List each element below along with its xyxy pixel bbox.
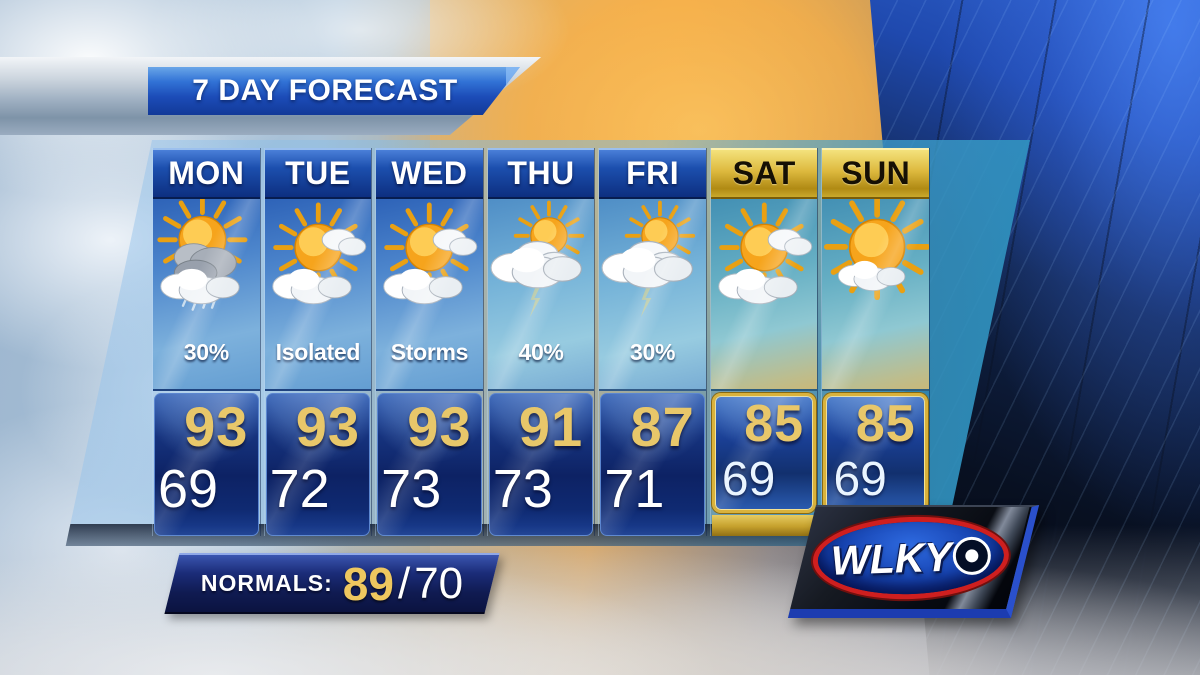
forecast-columns: MON xyxy=(152,148,931,536)
low-temp: 73 xyxy=(381,459,442,519)
day-header: TUE xyxy=(264,148,372,199)
day-sky-panel: Storms xyxy=(376,199,483,391)
day-header: MON xyxy=(153,148,260,199)
wlky-logo-oval: WLKY xyxy=(816,518,1006,598)
clouds-sun-storm-icon xyxy=(488,200,595,329)
title-banner: 7 DAY FORECAST xyxy=(148,67,520,115)
forecast-day-tue: TUE xyxy=(263,148,373,536)
clouds-sun-storm-icon xyxy=(599,200,706,329)
day-sky-panel: Isolated xyxy=(264,199,372,391)
day-header: SAT xyxy=(710,148,818,199)
normal-low-temp: 70 xyxy=(414,558,464,608)
temperature-box: 93 69 xyxy=(154,393,259,536)
normals-separator: / xyxy=(397,558,411,608)
precip-chance-label: Isolated xyxy=(275,338,361,365)
cbs-eye-icon xyxy=(952,536,992,576)
day-label: TUE xyxy=(285,155,351,191)
partly-cloudy-icon xyxy=(376,201,483,329)
normals-label: NORMALS: xyxy=(200,570,333,596)
station-logo: WLKY xyxy=(787,505,1040,618)
low-temp: 72 xyxy=(269,459,330,519)
forecast-day-mon: MON xyxy=(152,148,261,536)
precip-chance-label xyxy=(822,331,929,373)
day-label: SAT xyxy=(732,155,796,191)
mostly-sunny-icon xyxy=(822,199,930,329)
forecast-day-wed: WED xyxy=(375,148,484,536)
day-header: FRI xyxy=(599,148,706,199)
partly-cloudy-icon xyxy=(711,201,818,329)
day-header: SUN xyxy=(822,148,930,199)
low-temp: 69 xyxy=(721,453,776,506)
high-temp: 87 xyxy=(630,395,695,458)
day-sky-panel xyxy=(822,199,930,391)
day-label: SUN xyxy=(841,155,911,191)
temperature-box: 85 69 xyxy=(823,393,929,513)
day-sky-panel: 30% xyxy=(599,199,706,391)
precip-chance-label: 30% xyxy=(630,338,676,365)
temperature-box: 85 69 xyxy=(711,393,817,513)
day-label: THU xyxy=(507,155,575,191)
day-label: FRI xyxy=(626,155,680,191)
precip-chance-label: 30% xyxy=(183,338,229,365)
day-header: WED xyxy=(376,148,483,199)
page-title: 7 DAY FORECAST xyxy=(192,74,458,107)
day-label: WED xyxy=(391,155,468,191)
day-sky-panel: 40% xyxy=(487,199,595,391)
normal-high-temp: 89 xyxy=(342,557,394,610)
forecast-day-sun: SUN xyxy=(821,148,931,536)
low-temp: 73 xyxy=(492,459,553,519)
normals-banner: NORMALS: 89 / 70 xyxy=(164,553,500,614)
day-sky-panel: 30% xyxy=(153,199,260,391)
forecast-day-fri: FRI xyxy=(598,148,707,536)
temperature-box: 93 73 xyxy=(377,393,482,536)
precip-chance-label: 40% xyxy=(518,338,564,365)
precip-chance-label xyxy=(711,331,818,373)
forecast-day-thu: THU xyxy=(486,148,596,536)
station-call-letters: WLKY xyxy=(830,533,953,584)
high-temp: 91 xyxy=(518,395,584,458)
day-label: MON xyxy=(168,155,245,191)
high-temp: 93 xyxy=(184,395,249,458)
low-temp: 69 xyxy=(833,453,887,506)
high-temp: 93 xyxy=(295,395,361,458)
sun-storm-icon xyxy=(153,199,260,329)
high-temp: 93 xyxy=(407,395,472,458)
day-sky-panel xyxy=(710,199,818,391)
low-temp: 69 xyxy=(158,459,219,519)
partly-cloudy-icon xyxy=(265,201,372,329)
high-temp: 85 xyxy=(744,395,805,453)
temperature-box: 91 73 xyxy=(488,393,594,536)
temperature-box: 93 72 xyxy=(265,393,371,536)
precip-chance-label: Storms xyxy=(390,338,469,365)
high-temp: 85 xyxy=(855,395,916,453)
forecast-day-sat: SAT xyxy=(709,148,819,536)
low-temp: 71 xyxy=(604,459,665,519)
temperature-box: 87 71 xyxy=(600,393,705,536)
day-header: THU xyxy=(487,148,595,199)
